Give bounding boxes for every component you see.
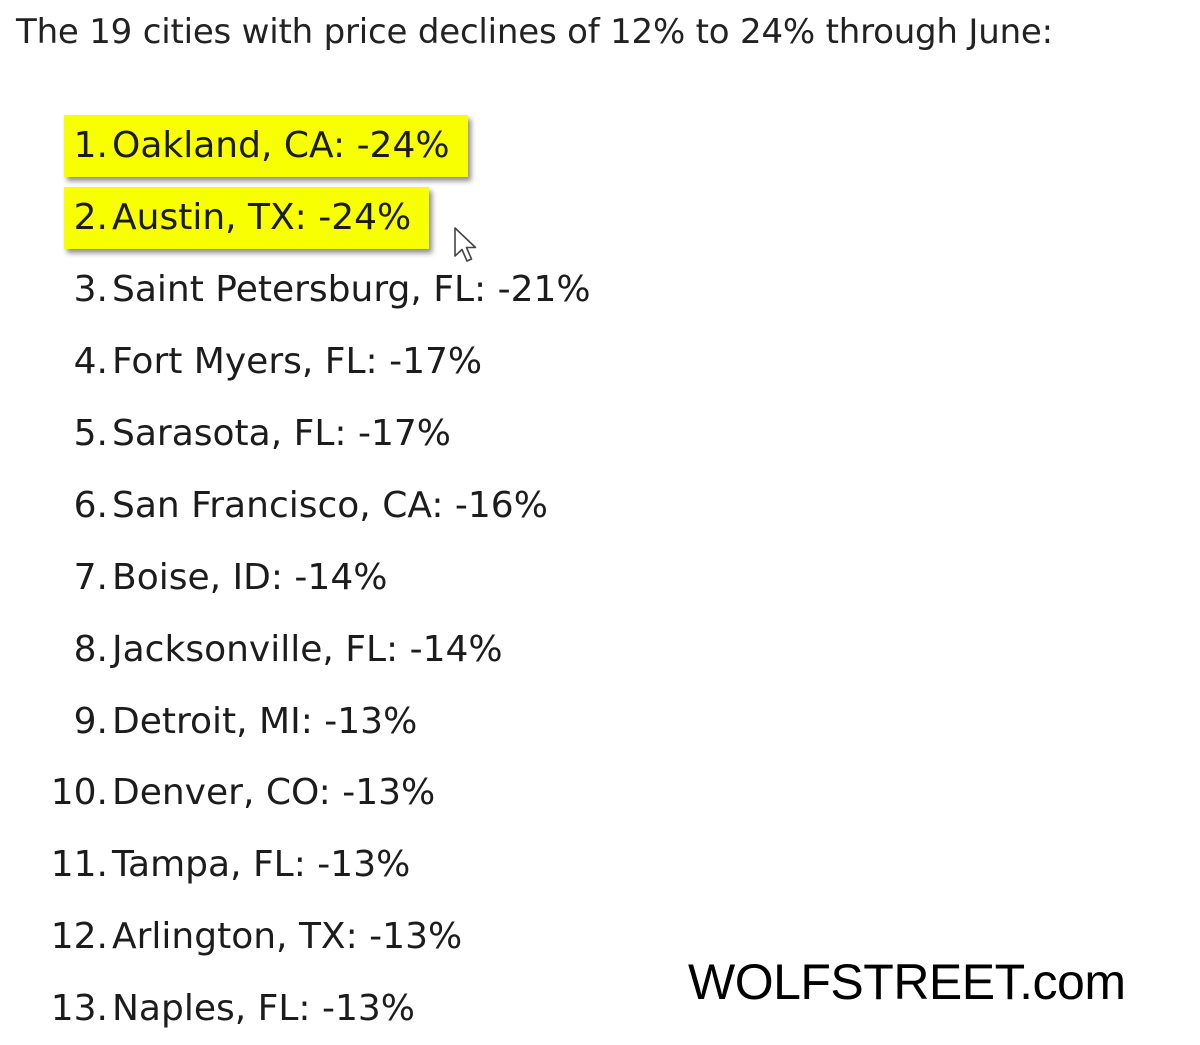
highlight-box: 2. Austin, TX: -24% bbox=[64, 186, 430, 249]
item-label: Sarasota, FL: -17% bbox=[112, 413, 451, 454]
item-rank: 11. bbox=[50, 844, 108, 886]
item-label: Oakland, CA: -24% bbox=[112, 125, 450, 167]
item-rank: 12. bbox=[50, 916, 108, 958]
item-rank: 1. bbox=[73, 125, 108, 167]
item-rank: 6. bbox=[73, 484, 108, 526]
item-label: Denver, CO: -13% bbox=[112, 772, 436, 814]
highlight-box: 1. Oakland, CA: -24% bbox=[64, 114, 468, 177]
item-label: Detroit, MI: -13% bbox=[112, 700, 418, 742]
list-item: 5. Sarasota, FL: -17% bbox=[0, 398, 609, 470]
item-rank: 3. bbox=[73, 269, 108, 311]
item-label: Saint Petersburg, FL: -21% bbox=[112, 269, 591, 311]
mouse-pointer-icon bbox=[454, 227, 477, 262]
list-item: 11. Tampa, FL: -13% bbox=[0, 829, 609, 901]
list-item: 2. Austin, TX: -24% bbox=[0, 182, 609, 254]
watermark: WOLFSTREET.com bbox=[688, 954, 1126, 1010]
list-item: 3. Saint Petersburg, FL: -21% bbox=[0, 254, 609, 326]
list-item: 4. Fort Myers, FL: -17% bbox=[0, 326, 609, 398]
item-label: Fort Myers, FL: -17% bbox=[112, 341, 483, 383]
list-item: 8. Jacksonville, FL: -14% bbox=[0, 613, 609, 685]
item-rank: 7. bbox=[73, 556, 108, 598]
item-label: Arlington, TX: -13% bbox=[112, 916, 463, 958]
item-label: Tampa, FL: -13% bbox=[112, 844, 411, 886]
item-rank: 10. bbox=[50, 772, 108, 814]
item-rank: 5. bbox=[73, 413, 108, 454]
item-label: Jacksonville, FL: -14% bbox=[112, 628, 503, 670]
item-label: Boise, ID: -14% bbox=[112, 556, 388, 598]
list-item: 6. San Francisco, CA: -16% bbox=[0, 469, 609, 541]
city-list: 1. Oakland, CA: -24% 2. Austin, TX: -24%… bbox=[0, 110, 609, 1045]
list-item: 13. Naples, FL: -13% bbox=[0, 973, 609, 1045]
page-headline: The 19 cities with price declines of 12%… bbox=[16, 12, 1053, 52]
item-label: Austin, TX: -24% bbox=[112, 197, 412, 239]
item-label: Naples, FL: -13% bbox=[112, 988, 415, 1030]
item-label: San Francisco, CA: -16% bbox=[112, 484, 548, 526]
list-item: 12. Arlington, TX: -13% bbox=[0, 901, 609, 973]
list-item: 10. Denver, CO: -13% bbox=[0, 757, 609, 829]
item-rank: 9. bbox=[73, 700, 108, 742]
list-item: 1. Oakland, CA: -24% bbox=[0, 110, 609, 182]
list-item: 7. Boise, ID: -14% bbox=[0, 541, 609, 613]
item-rank: 13. bbox=[50, 988, 108, 1030]
item-rank: 2. bbox=[73, 197, 108, 239]
item-rank: 8. bbox=[73, 628, 108, 670]
list-item: 9. Detroit, MI: -13% bbox=[0, 685, 609, 757]
item-rank: 4. bbox=[73, 341, 108, 383]
